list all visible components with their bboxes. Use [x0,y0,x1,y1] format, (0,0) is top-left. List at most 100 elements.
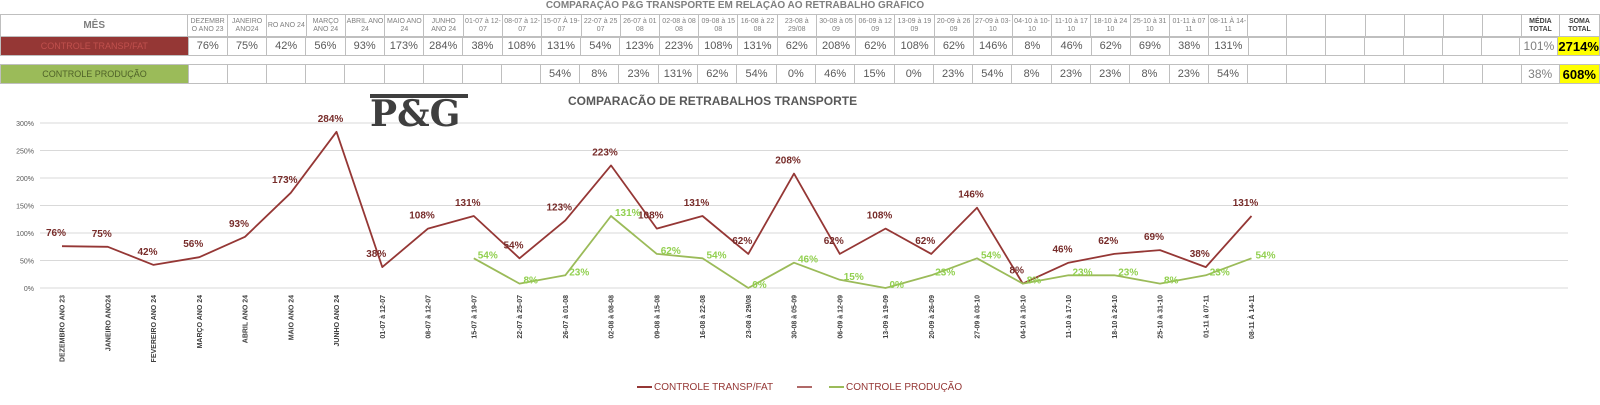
chart-gridlines [40,122,1568,289]
empty-cell [1286,36,1327,56]
data-label: 23% [1118,267,1138,278]
value-cell: 108% [698,36,739,56]
value-cell: 108% [501,36,542,56]
y-tick-label: 100% [16,231,34,238]
period-header: 09-08 à 15 08 [698,14,739,38]
data-labels: 76% 75%42%56%93%173%284%38%108%131%54%123… [46,114,1276,291]
mes-header: MÊS [0,14,189,38]
y-tick-label: 50% [20,259,34,266]
data-label: 108% [409,211,435,222]
period-header-row: MÊS DEZEMBR O ANO 23 JANEIRO ANO24 RO ANO 2… [0,14,1600,38]
data-label: 108% [867,211,893,222]
x-tick-label: MAIO ANO 24 [288,295,295,340]
empty-cell [1402,36,1443,56]
x-tick-label: 30-08 à 05-09 [792,295,799,339]
value-cell [344,64,385,84]
data-label: 76% [46,228,66,239]
value-cell: 54% [736,64,777,84]
x-tick-label: 27-09 à 03-10 [975,295,982,339]
data-label: 173% [272,175,298,186]
value-cell: 0% [893,64,934,84]
y-tick-label: 0% [24,286,34,293]
value-cell: 131% [1208,36,1249,56]
value-cell: 23% [1050,64,1092,84]
empty-cell [1247,36,1288,56]
value-cell: 54% [972,64,1013,84]
period-header: 08-07 à 12-07 [502,14,543,38]
period-header: RO ANO 24 [266,14,307,38]
data-label: 56% [183,239,203,250]
x-tick-label: DEZEMBRO ANO 23 [60,295,67,362]
value-cell: 62% [776,36,817,56]
x-tick-label: 26-07 à 01-08 [563,295,570,339]
data-label: 23% [1073,267,1093,278]
data-label: 23% [569,267,589,278]
x-tick-label: JUNHO ANO 24 [334,295,341,347]
value-cell: 173% [383,36,425,56]
value-cell: 23% [1089,64,1131,84]
value-cell: 0% [775,64,816,84]
chart-legend: CONTROLE TRANSP/FAT CONTROLE PRODUÇÃO [637,380,962,393]
data-label: 23% [1210,267,1230,278]
series-line-2 [473,215,1252,289]
empty-cell [1286,64,1327,84]
line-chart: 0% 50% 100% 150% 200% 250% 300% DEZEMBRO ANO 2… [16,93,1568,393]
chart-title: COMPARACÃO DE RETRABALHOS TRANSPORTE [568,93,857,108]
x-tick-label: 16-08 à 22-08 [700,295,707,339]
data-label: 131% [455,198,481,209]
value-cell: 76% [187,36,228,56]
empty-cell [1442,14,1483,38]
data-label: 54% [1256,250,1276,261]
empty-cell [1403,64,1444,84]
period-header: MAIO ANO 24 [384,14,425,38]
x-tick-label: 08-07 à 12-07 [426,295,433,339]
x-tick-label: 08-11 À 14-11 [1247,295,1256,339]
x-tick-label: MARÇO ANO 24 [197,295,204,349]
value-cell: 8% [1012,36,1053,56]
value-cell: 54% [539,64,581,84]
value-cell: 23% [1168,64,1209,84]
transp-fat-row: CONTROLE TRANSP/FAT 76% 75% 42% 56% 93% 173% 28… [0,36,1600,56]
period-header: JANEIRO ANO24 [226,14,268,38]
period-header: 25-10 à 31 10 [1129,14,1170,38]
empty-cell [1481,64,1522,84]
x-tick-label: 22-07 à 25-07 [517,295,524,339]
pg-logo-icon: P&G [370,93,468,135]
data-label: 208% [775,156,801,167]
empty-cell [1442,64,1483,84]
data-label: 54% [478,250,498,261]
y-tick-label: 150% [16,204,34,211]
data-label: 108% [638,211,664,222]
data-label: 62% [1098,236,1118,247]
x-tick-label: 01-11 à 07-11 [1203,295,1210,338]
legend-label-1: CONTROLE TRANSP/FAT [654,382,773,393]
period-header: 16-08 à 22 08 [737,14,778,38]
data-label: 46% [1052,245,1072,256]
value-cell: 62% [933,36,974,56]
data-label: 62% [824,236,844,247]
value-cell [305,64,346,84]
period-header: 20-09 à 26 09 [933,14,974,38]
value-cell [422,64,463,84]
value-cell: 62% [697,64,738,84]
value-cell: 8% [1129,64,1170,84]
data-label: 8% [1010,266,1025,277]
logo-text: P&G [370,93,460,135]
data-label: 131% [684,198,710,209]
empty-cell [1364,64,1405,84]
period-header: 23-08 à 29/08 [776,14,817,38]
x-tick-label: 06-09 à 12-09 [837,295,844,339]
period-header: 27-09 à 03-10 [972,14,1013,38]
period-header: 01-07 à 12-07 [462,14,504,38]
period-header: 30-08 à 05 09 [815,14,857,38]
period-header: 22-07 à 25 07 [580,14,621,38]
value-cell: 15% [854,64,895,84]
value-cell [500,64,541,84]
data-label: 131% [1233,198,1259,209]
data-label: 75% [92,229,112,240]
empty-cell [1441,36,1482,56]
data-label: 131% [615,208,641,219]
empty-cell [1325,36,1366,56]
data-label: 38% [1190,249,1210,260]
x-tick-label: 20-09 à 26-09 [929,295,936,339]
